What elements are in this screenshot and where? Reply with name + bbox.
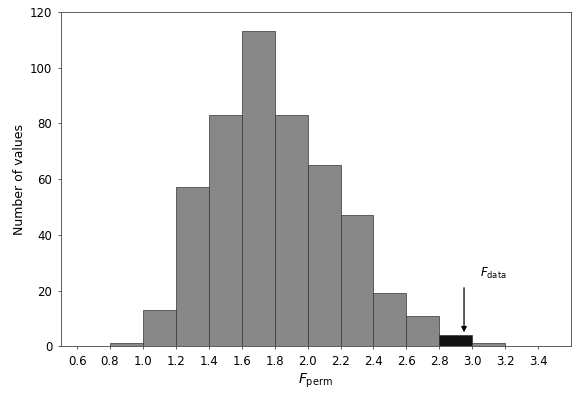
Bar <box>373 293 406 346</box>
Bar <box>209 115 242 346</box>
Bar <box>275 115 307 346</box>
Bar <box>176 187 209 346</box>
Bar <box>242 31 275 346</box>
X-axis label: $F_{\mathrm{perm}}$: $F_{\mathrm{perm}}$ <box>298 372 334 390</box>
Bar <box>406 316 439 346</box>
Bar <box>307 165 340 346</box>
Text: $F_{\mathrm{data}}$: $F_{\mathrm{data}}$ <box>480 266 507 281</box>
Y-axis label: Number of values: Number of values <box>13 124 26 235</box>
Bar <box>340 215 373 346</box>
Bar <box>143 310 176 346</box>
Bar <box>439 335 472 346</box>
Bar <box>110 344 143 346</box>
Bar <box>472 344 505 346</box>
